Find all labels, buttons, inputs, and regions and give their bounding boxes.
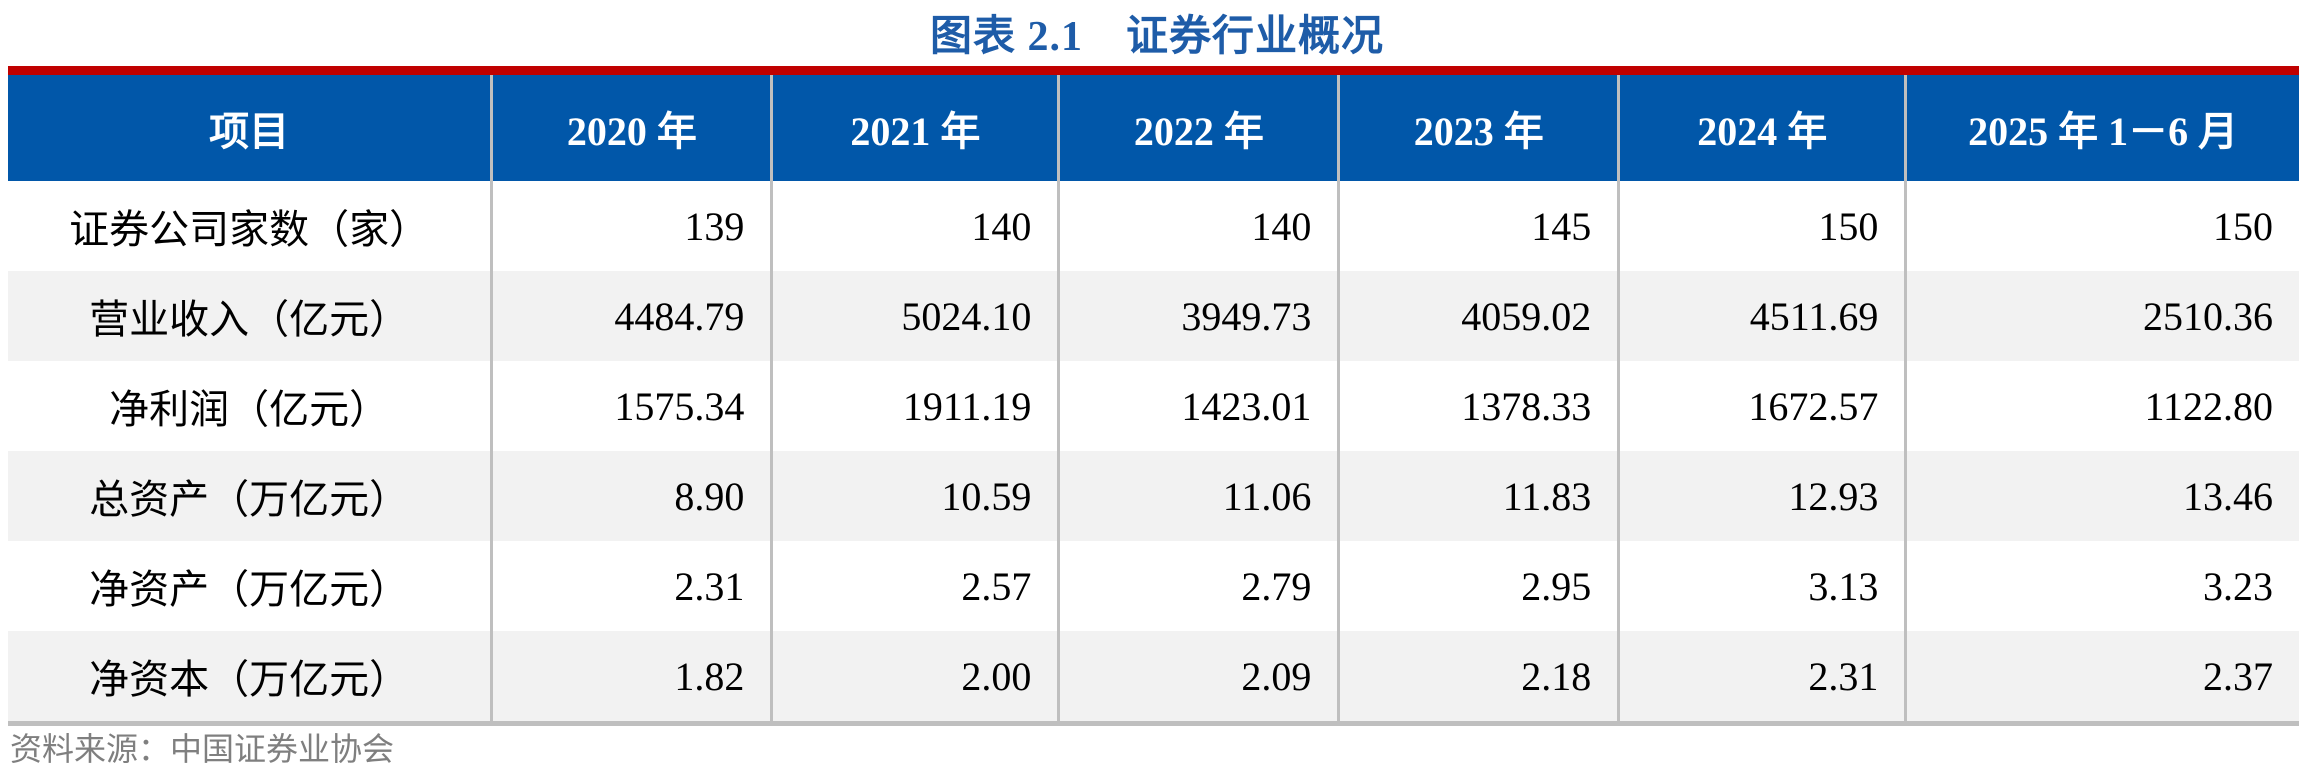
column-header: 2021 年	[770, 75, 1059, 181]
data-cell: 2.31	[490, 541, 772, 631]
data-cell: 4511.69	[1617, 271, 1906, 361]
data-cell: 4484.79	[490, 271, 772, 361]
row-label: 证券公司家数（家）	[69, 207, 430, 252]
data-cell: 2510.36	[1904, 271, 2299, 361]
data-cell: 150	[1617, 181, 1906, 271]
data-cell: 11.06	[1057, 451, 1339, 541]
data-cell: 1.82	[490, 631, 772, 721]
data-cell: 150	[1904, 181, 2299, 271]
data-cell: 10.59	[770, 451, 1059, 541]
data-cell: 140	[770, 181, 1059, 271]
data-cell: 1575.34	[490, 361, 772, 451]
data-cell: 3.23	[1904, 541, 2299, 631]
data-cell: 13.46	[1904, 451, 2299, 541]
table-row: 营业收入（亿元） 4484.79 5024.10 3949.73 4059.02 4511…	[8, 271, 2299, 361]
table-header: 项目 2020 年 2021 年 2022 年 2023 年 2024 年 2025 年 1…	[8, 75, 2299, 181]
row-label: 净资本（万亿元）	[89, 657, 410, 702]
data-cell: 2.79	[1057, 541, 1339, 631]
column-header: 2020 年	[490, 75, 772, 181]
column-header: 2025 年 1－6 月	[1904, 75, 2299, 181]
column-header: 2022 年	[1057, 75, 1339, 181]
table-top-accent-line	[8, 66, 2299, 75]
data-table: 项目 2020 年 2021 年 2022 年 2023 年 2024 年 2025 年 1…	[8, 75, 2299, 721]
table-row: 总资产（万亿元） 8.90 10.59 11.06 11.83 12.93 13.46	[8, 451, 2299, 541]
data-cell: 3.13	[1617, 541, 1906, 631]
column-header: 2024 年	[1617, 75, 1906, 181]
column-header: 2023 年	[1337, 75, 1619, 181]
figure-title: 图表 2.1 证券行业概况	[929, 14, 1384, 60]
data-cell: 8.90	[490, 451, 772, 541]
data-cell: 2.00	[770, 631, 1059, 721]
data-cell: 3949.73	[1057, 271, 1339, 361]
row-label: 净资产（万亿元）	[89, 567, 410, 612]
table-row: 净资产（万亿元） 2.31 2.57 2.79 2.95 3.13 3.23	[8, 541, 2299, 631]
data-cell: 139	[490, 181, 772, 271]
table-row: 净利润（亿元） 1575.34 1911.19 1423.01 1378.33 1672.…	[8, 361, 2299, 451]
row-label: 净利润（亿元）	[109, 387, 390, 432]
data-cell: 2.09	[1057, 631, 1339, 721]
data-cell: 1378.33	[1337, 361, 1619, 451]
industry-overview-table: 项目 2020 年 2021 年 2022 年 2023 年 2024 年 2025 年 1…	[8, 66, 2299, 726]
data-cell: 5024.10	[770, 271, 1059, 361]
data-cell: 1911.19	[770, 361, 1059, 451]
data-cell: 140	[1057, 181, 1339, 271]
table-header-row: 项目 2020 年 2021 年 2022 年 2023 年 2024 年 2025 年 1…	[8, 75, 2299, 181]
data-cell: 12.93	[1617, 451, 1906, 541]
table-row: 证券公司家数（家） 139 140 140 145 150 150	[8, 181, 2299, 271]
data-cell: 2.57	[770, 541, 1059, 631]
data-cell: 4059.02	[1337, 271, 1619, 361]
data-cell: 2.95	[1337, 541, 1619, 631]
data-cell: 145	[1337, 181, 1619, 271]
column-header: 项目	[8, 75, 492, 181]
table-bottom-line	[8, 721, 2299, 726]
row-label: 总资产（万亿元）	[89, 477, 410, 522]
row-label: 营业收入（亿元）	[89, 297, 410, 342]
data-cell: 2.18	[1337, 631, 1619, 721]
data-cell: 1672.57	[1617, 361, 1906, 451]
data-cell: 1122.80	[1904, 361, 2299, 451]
data-cell: 11.83	[1337, 451, 1619, 541]
data-cell: 2.37	[1904, 631, 2299, 721]
source-note: 资料来源：中国证券业协会	[10, 731, 395, 767]
table-row: 净资本（万亿元） 1.82 2.00 2.09 2.18 2.31 2.37	[8, 631, 2299, 721]
data-cell: 2.31	[1617, 631, 1906, 721]
data-cell: 1423.01	[1057, 361, 1339, 451]
table-body: 证券公司家数（家） 139 140 140 145 150 150 营业收入（亿元） 4484.…	[8, 181, 2299, 721]
